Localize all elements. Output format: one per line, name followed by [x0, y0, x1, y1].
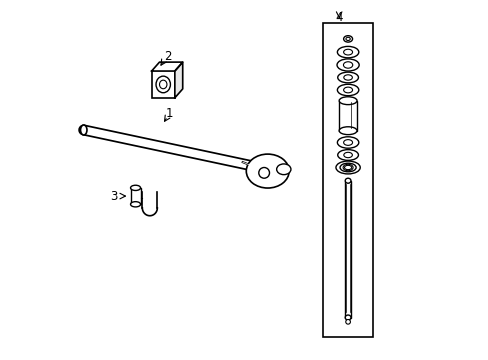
Ellipse shape	[156, 76, 170, 93]
Ellipse shape	[258, 167, 269, 178]
Ellipse shape	[345, 37, 349, 41]
Bar	[130, 188, 140, 204]
Ellipse shape	[336, 59, 358, 71]
Text: 2: 2	[163, 50, 171, 63]
Text: 3: 3	[110, 190, 118, 203]
Ellipse shape	[337, 150, 358, 160]
Ellipse shape	[339, 163, 355, 172]
Ellipse shape	[343, 140, 352, 145]
Ellipse shape	[339, 97, 356, 105]
Bar	[345, 181, 350, 318]
Ellipse shape	[343, 49, 352, 55]
Ellipse shape	[343, 75, 352, 80]
Ellipse shape	[345, 319, 350, 324]
Ellipse shape	[343, 164, 352, 171]
Ellipse shape	[130, 202, 140, 207]
Ellipse shape	[345, 178, 350, 183]
Ellipse shape	[345, 315, 350, 320]
Bar	[339, 101, 356, 131]
Ellipse shape	[130, 185, 140, 190]
Ellipse shape	[159, 80, 166, 89]
Ellipse shape	[337, 84, 358, 96]
Ellipse shape	[343, 62, 352, 68]
Ellipse shape	[344, 165, 351, 170]
Ellipse shape	[81, 125, 87, 135]
Bar	[323, 23, 372, 337]
Text: 4: 4	[335, 11, 342, 24]
Ellipse shape	[339, 127, 356, 135]
Ellipse shape	[335, 161, 360, 174]
Ellipse shape	[337, 72, 358, 83]
Polygon shape	[151, 62, 183, 71]
Ellipse shape	[343, 152, 352, 158]
Ellipse shape	[337, 137, 358, 148]
Ellipse shape	[343, 36, 352, 42]
Ellipse shape	[337, 46, 358, 58]
Text: 1: 1	[165, 107, 173, 120]
Ellipse shape	[246, 154, 288, 188]
Polygon shape	[175, 62, 183, 98]
Ellipse shape	[343, 87, 352, 93]
Ellipse shape	[276, 164, 290, 175]
Bar	[151, 71, 175, 98]
